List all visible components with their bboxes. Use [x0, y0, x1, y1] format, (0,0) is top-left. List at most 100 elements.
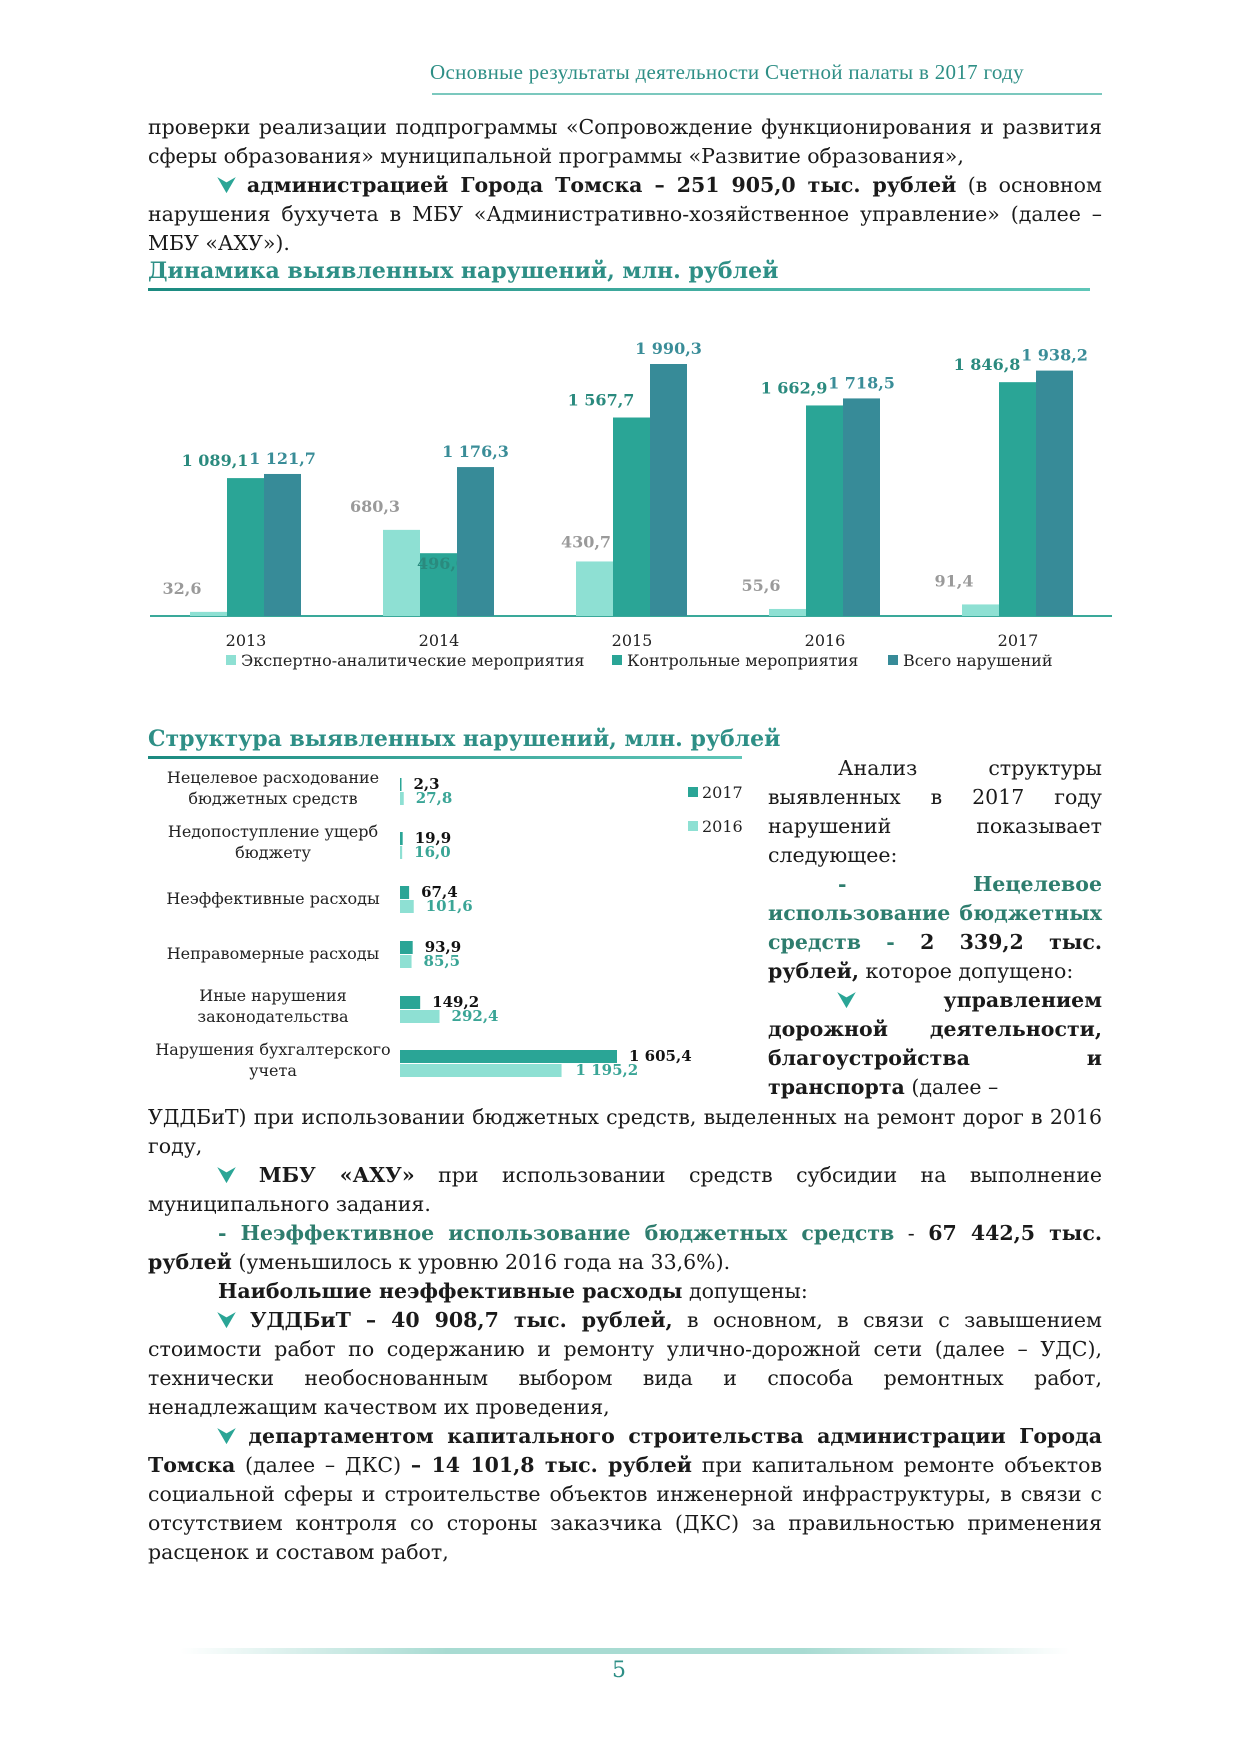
chart2-label-6-2017: 1 605,4 — [629, 1047, 692, 1065]
checkmark-arrow-icon: ⮟ — [218, 1308, 236, 1332]
inefficient-amount: 67 442,5 тыс. рублей — [148, 1221, 1102, 1274]
uddbit-rest: в основном, в связи с завышением стоимос… — [148, 1308, 1102, 1419]
chart1-title: Динамика выявленных нарушений, млн. рубл… — [148, 258, 779, 284]
chart1-label-2017-s2: 1 846,8 — [954, 355, 1021, 374]
chart1-legend-swatch-3 — [888, 655, 898, 665]
intro-amount: администрацией Города Томска – 251 905,0… — [246, 173, 957, 197]
chart1-bar-2013-s1 — [190, 611, 227, 616]
chart2-category-3-line1: Неэффективные расходы — [166, 889, 380, 908]
side-uddbit: управлением дорожной деятельности, благо… — [768, 988, 1102, 1099]
chart1-label-2015-s1: 430,7 — [561, 532, 611, 551]
dks-mid: (далее – ДКС) — [235, 1453, 411, 1477]
violations-dynamics-chart: 32,6 1 089,1 1 121,7 2013 680,3 496,0 1 176,3 2… — [150, 339, 1112, 670]
chart2-bar-4-2016 — [400, 955, 412, 968]
chart2-bar-5-2017 — [400, 996, 421, 1009]
chart1-label-2013-s3: 1 121,7 — [249, 449, 316, 468]
dks-label: департаментом капитального строительства… — [148, 1424, 1102, 1477]
checkmark-arrow-icon: ⮟ — [218, 173, 236, 197]
chart1-bar-2015-s1 — [576, 561, 613, 616]
mbu-ahu-rest: при использовании средств субсидии на вы… — [148, 1163, 1102, 1216]
chart2-bar-6-2017 — [400, 1050, 617, 1063]
chart1-bar-2013-s2 — [227, 478, 264, 616]
side-paragraph-3: ⮟ управлением дорожной деятельности, бла… — [768, 986, 1102, 1102]
chart2-label-5-2016: 292,4 — [452, 1007, 499, 1025]
chart1-legend-label-1: Экспертно-аналитические мероприятия — [241, 651, 585, 670]
side-misuse-label: Нецелевое использование бюджетных средст… — [768, 872, 1102, 954]
chart2-category-2-line2: бюджету — [235, 843, 311, 862]
checkmark-arrow-icon: ⮟ — [838, 988, 856, 1012]
chart2-category-4-line1: Неправомерные расходы — [167, 944, 380, 963]
intro-rest: (в основном нарушения бухучета в МБУ «Ад… — [148, 173, 1102, 255]
checkmark-arrow-icon: ⮟ — [218, 1424, 236, 1448]
dks-amount: – 14 101,8 тыс. рублей — [410, 1453, 692, 1477]
body-paragraph-5: ⮟ УДДБиТ – 40 908,7 тыс. рублей, в основ… — [148, 1306, 1102, 1422]
intro-paragraph-2: ⮟ администрацией Города Томска – 251 905… — [148, 171, 1102, 258]
chart2-label-1-2017: 2,3 — [414, 775, 440, 793]
chart2-label-3-2016: 101,6 — [426, 897, 473, 915]
chart2-category-6-line2: учета — [249, 1061, 297, 1080]
chart1-legend-label-2: Контрольные мероприятия — [627, 651, 858, 670]
chart2-legend-label-2016: 2016 — [702, 817, 743, 836]
chart1-label-2013-s1: 32,6 — [163, 579, 202, 598]
chart1-label-2013-s2: 1 089,1 — [182, 451, 249, 470]
body-paragraph-1: УДДБиТ) при использовании бюджетных сред… — [148, 1105, 1102, 1158]
chart2-bar-1-2016 — [400, 792, 404, 805]
chart2-bar-3-2017 — [400, 886, 410, 899]
largest-label: Наибольшие неэффективные расходы — [218, 1279, 683, 1303]
side-text: Анализ структуры выявленных в 2017 году … — [768, 754, 1102, 1102]
intro-paragraph-1: проверки реализации подпрограммы «Сопров… — [148, 115, 1102, 168]
chart1-label-2015-s2: 1 567,7 — [568, 391, 635, 410]
chart1-bar-2016-s3 — [843, 398, 880, 616]
chart2-category-1-line2: бюджетных средств — [188, 789, 357, 808]
chart2-category-5-line2: законодательства — [197, 1007, 349, 1026]
chart1-bar-2014-s2 — [420, 553, 457, 616]
chart1-label-2014-s3: 1 176,3 — [442, 442, 509, 461]
uddbit-amount: УДДБиТ – 40 908,7 тыс. рублей, — [249, 1308, 673, 1332]
page-header: Основные результаты деятельности Счетной… — [430, 60, 1024, 84]
chart2-category-6-line1: Нарушения бухгалтерского — [155, 1040, 390, 1059]
header-rule — [432, 93, 1102, 95]
chart2-label-1-2016: 27,8 — [416, 789, 453, 807]
chart2-label-3-2017: 67,4 — [421, 883, 458, 901]
mbu-ahu: МБУ «АХУ» — [258, 1163, 415, 1187]
chart2-bar-3-2016 — [400, 900, 414, 913]
chart1-label-2014-s2: 496,0 — [417, 554, 467, 573]
inefficient-sep: - — [894, 1221, 929, 1245]
chart1-label-2016-s1: 55,6 — [742, 576, 781, 595]
side-dash: - — [838, 872, 973, 896]
chart1-tick-2016: 2016 — [805, 631, 846, 650]
chart1-bar-2014-s1 — [383, 529, 420, 616]
side-paragraph-2: - Нецелевое использование бюджетных сред… — [768, 870, 1102, 986]
chart1-bar-2017-s1 — [962, 604, 999, 616]
chart2-bar-4-2017 — [400, 941, 413, 954]
inefficient-label: - Неэффективное использование бюджетных … — [218, 1221, 895, 1245]
chart1-bar-2015-s2 — [613, 417, 650, 616]
chart2-category-1-line1: Нецелевое расходование — [167, 768, 379, 787]
chart2-category-2-line1: Недопоступление ущерб — [168, 822, 378, 841]
chart1-bar-2017-s3 — [1036, 370, 1073, 616]
side-sep: - — [860, 930, 921, 954]
chart1-bar-2017-s2 — [999, 382, 1036, 616]
violations-structure-chart: Нецелевое расходование бюджетных средств 2… — [155, 768, 743, 1080]
chart2-title-rule — [148, 756, 742, 759]
chart1-legend-label-3: Всего нарушений — [903, 651, 1052, 670]
side-uddbit-rest: (далее – — [904, 1075, 999, 1099]
inefficient-rest: (уменьшилось к уровню 2016 года на 33,6%… — [231, 1250, 731, 1274]
chart1-bar-2015-s3 — [650, 364, 687, 616]
chart1-bar-2014-s3 — [457, 467, 494, 616]
chart1-title-rule — [148, 288, 1090, 291]
chart2-legend-label-2017: 2017 — [702, 783, 743, 802]
chart2-bar-1-2017 — [400, 778, 402, 791]
body-paragraph-6: ⮟ департаментом капитального строительст… — [148, 1422, 1102, 1567]
chart1-tick-2017: 2017 — [998, 631, 1039, 650]
side-rest: которое допущено: — [858, 959, 1074, 983]
chart1-bar-2016-s1 — [769, 608, 806, 616]
dks-rest: при капитальном ремонте объектов социаль… — [148, 1453, 1102, 1564]
side-misuse-amount: 2 339,2 тыс. рублей, — [768, 930, 1102, 983]
body-paragraph-4: Наибольшие неэффективные расходы допущен… — [148, 1277, 1102, 1306]
body-paragraph-2: ⮟ МБУ «АХУ» при использовании средств су… — [148, 1161, 1102, 1219]
chart2-title: Структура выявленных нарушений, млн. руб… — [148, 726, 781, 752]
chart2-label-4-2017: 93,9 — [425, 938, 462, 956]
chart2-legend-swatch-2016 — [688, 821, 698, 831]
chart2-bar-5-2016 — [400, 1010, 440, 1023]
